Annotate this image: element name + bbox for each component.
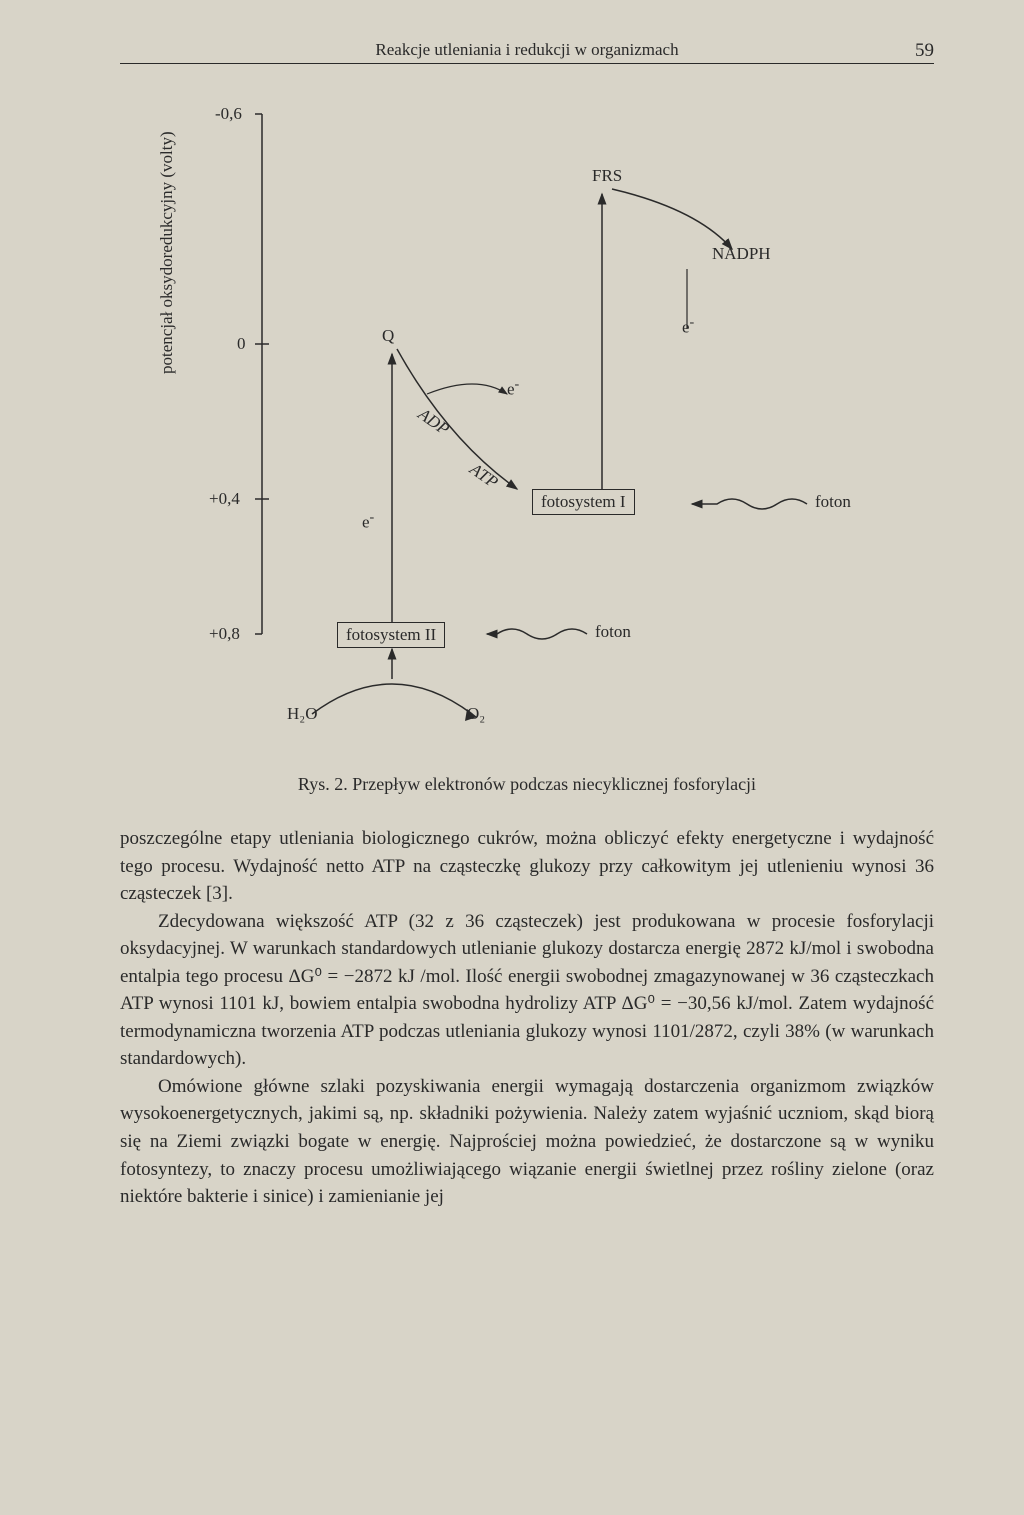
nadph-label: NADPH: [712, 244, 771, 264]
page-number: 59: [915, 40, 934, 62]
page-header: Reakcje utleniania i redukcji w organizm…: [120, 40, 934, 64]
ytick-bot: +0,8: [209, 624, 240, 644]
diagram-svg: [167, 94, 887, 754]
ytick-low: +0,4: [209, 489, 240, 509]
ytick-top: -0,6: [215, 104, 242, 124]
photosystem-1-box: fotosystem I: [532, 489, 635, 515]
e-label-left: e-: [362, 509, 374, 533]
paragraph-1: poszczególne etapy utleniania biologiczn…: [120, 825, 934, 908]
paragraph-3: Omówione główne szlaki pozyskiwania ener…: [120, 1073, 934, 1211]
o2-label: O₂: [467, 704, 485, 724]
ytick-mid: 0: [237, 334, 246, 354]
h2o-label: H₂O: [287, 704, 317, 724]
paragraph-2: Zdecydowana większość ATP (32 z 36 cząst…: [120, 908, 934, 1073]
electron-flow-diagram: potencjał oksydoredukcyjny (volty): [167, 94, 887, 754]
e-label-mid: e-: [507, 376, 519, 400]
figure-caption: Rys. 2. Przepływ elektronów podczas niec…: [120, 774, 934, 795]
q-label: Q: [382, 326, 394, 346]
body-text: poszczególne etapy utleniania biologiczn…: [120, 825, 934, 1211]
foton1-label: foton: [815, 492, 851, 512]
e-label-right: e-: [682, 314, 694, 338]
photosystem-2-box: fotosystem II: [337, 622, 445, 648]
header-rule: [120, 63, 934, 64]
foton2-label: foton: [595, 622, 631, 642]
header-title: Reakcje utleniania i redukcji w organizm…: [375, 40, 678, 59]
frs-label: FRS: [592, 166, 622, 186]
